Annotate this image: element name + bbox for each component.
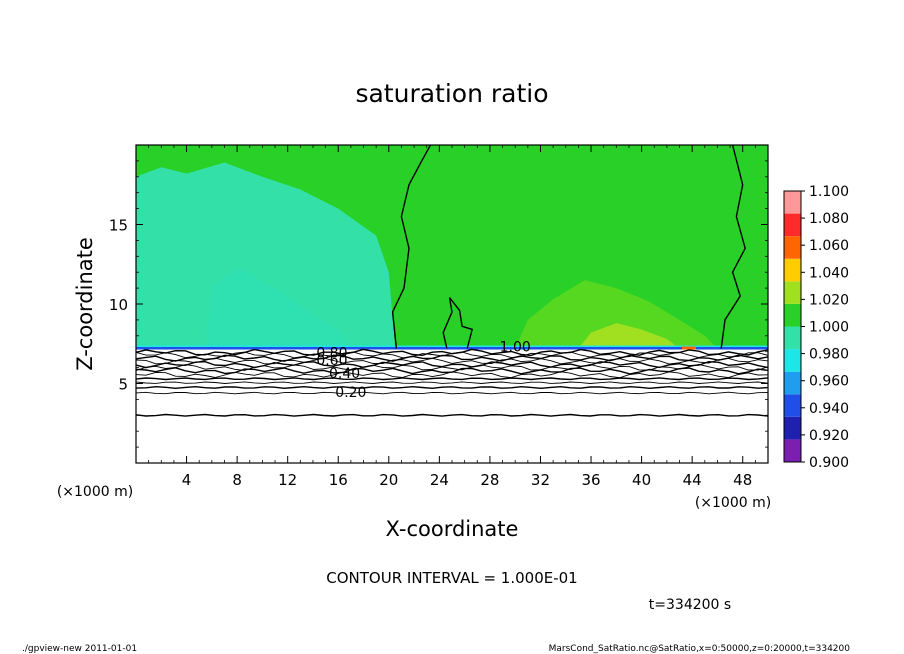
- x-tick-label: 28: [480, 471, 499, 489]
- contour-label: 0.20: [335, 385, 366, 401]
- y-tick-labels: 5 10 15: [109, 217, 128, 394]
- field: 0.20 0.400.600.80 1.00: [136, 145, 768, 463]
- colorbar-label: 1.080: [809, 211, 849, 227]
- colorbar-label: 0.980: [809, 347, 849, 363]
- contour-label: 0.80: [316, 345, 347, 361]
- field-region-right-core: [515, 280, 718, 349]
- colorbar-label: 0.960: [809, 374, 849, 390]
- colorbar-segment: [784, 349, 801, 372]
- colorbar-segment: [784, 439, 801, 462]
- x-tick-label: 44: [683, 471, 702, 489]
- colorbar-segment: [784, 213, 801, 237]
- colorbar-segment: [784, 191, 801, 214]
- x-tick-label: 36: [581, 471, 600, 489]
- contour-line: [136, 413, 768, 417]
- contour-line-1.00: [391, 145, 432, 349]
- x-axis-label: X-coordinate: [386, 517, 519, 541]
- boundary-band: [136, 346, 768, 350]
- chart-title: saturation ratio: [355, 79, 548, 108]
- contour-line: [136, 354, 768, 362]
- contour-line: [136, 357, 768, 365]
- x-tick-label: 24: [430, 471, 449, 489]
- boundary-band-top: [136, 345, 768, 348]
- x-axis-unit: (×1000 m): [695, 495, 771, 511]
- contour-line: [136, 381, 768, 384]
- footer-left: ./gpview-new 2011-01-01: [22, 644, 137, 654]
- colorbar-segment: [784, 303, 801, 327]
- contour-interval-label: CONTOUR INTERVAL = 1.000E-01: [326, 569, 577, 587]
- contour-line-1.00: [442, 297, 474, 349]
- footer-right: MarsCond_SatRatio.nc@SatRatio,x=0:50000,…: [549, 644, 851, 654]
- field-region-warm-core: [578, 323, 680, 349]
- field-region-left: [136, 162, 396, 349]
- x-tick-label: 16: [329, 471, 348, 489]
- colorbar-label: 1.000: [809, 320, 849, 336]
- y-tick-label: 5: [118, 376, 128, 394]
- boundary-hot-spot: [682, 346, 697, 350]
- contour-label: 1.00: [500, 340, 531, 356]
- x-tick-label: 48: [733, 471, 752, 489]
- colorbar-label: 0.900: [809, 455, 849, 471]
- colorbar-segment: [784, 394, 801, 417]
- x-tick-label: 40: [632, 471, 651, 489]
- colorbar-label: 0.920: [809, 428, 849, 444]
- colorbar: 0.900 0.920 0.940 0.960 0.980 1.000 1.020 1.040…: [783, 184, 849, 471]
- colorbar-label: 1.100: [809, 184, 849, 200]
- y-tick-label: 15: [109, 217, 128, 235]
- contour-label: 0.40: [329, 366, 360, 382]
- colorbar-label: 1.020: [809, 292, 849, 308]
- y-axis-label: Z-coordinate: [73, 237, 97, 371]
- colorbar-label: 1.060: [809, 238, 849, 254]
- colorbar-segment: [784, 326, 801, 350]
- x-tick-label: 8: [232, 471, 242, 489]
- contour-line: [136, 371, 768, 379]
- x-tick-label: 20: [379, 471, 398, 489]
- x-tick-label: 12: [278, 471, 297, 489]
- colorbar-label: 0.940: [809, 401, 849, 417]
- colorbar-segment: [784, 236, 801, 259]
- colorbar-segment: [784, 281, 801, 304]
- plot-area: 0.20 0.400.600.80 1.00: [135, 144, 769, 464]
- contour-line: [136, 351, 768, 359]
- colorbar-segment: [784, 416, 801, 440]
- contour-line: [136, 377, 768, 381]
- x-tick-label: 4: [182, 471, 192, 489]
- colorbar-segment: [784, 258, 801, 282]
- y-axis-unit: (×1000 m): [57, 484, 133, 500]
- y-tick-label: 10: [109, 296, 128, 314]
- contour-line: [136, 360, 768, 369]
- colorbar-label: 1.040: [809, 265, 849, 281]
- contour-label: 0.60: [316, 353, 347, 369]
- contour-line: [136, 385, 768, 390]
- x-tick-label: 32: [531, 471, 550, 489]
- colorbar-segment: [784, 371, 801, 395]
- contour-line: [136, 391, 768, 395]
- contour-line-1.00: [720, 145, 746, 349]
- x-tick-labels: 4 8 12 16 20 24 28 32 36 40 44 48: [182, 471, 752, 489]
- time-label: t=334200 s: [649, 597, 731, 613]
- field-region-left-core: [205, 267, 351, 349]
